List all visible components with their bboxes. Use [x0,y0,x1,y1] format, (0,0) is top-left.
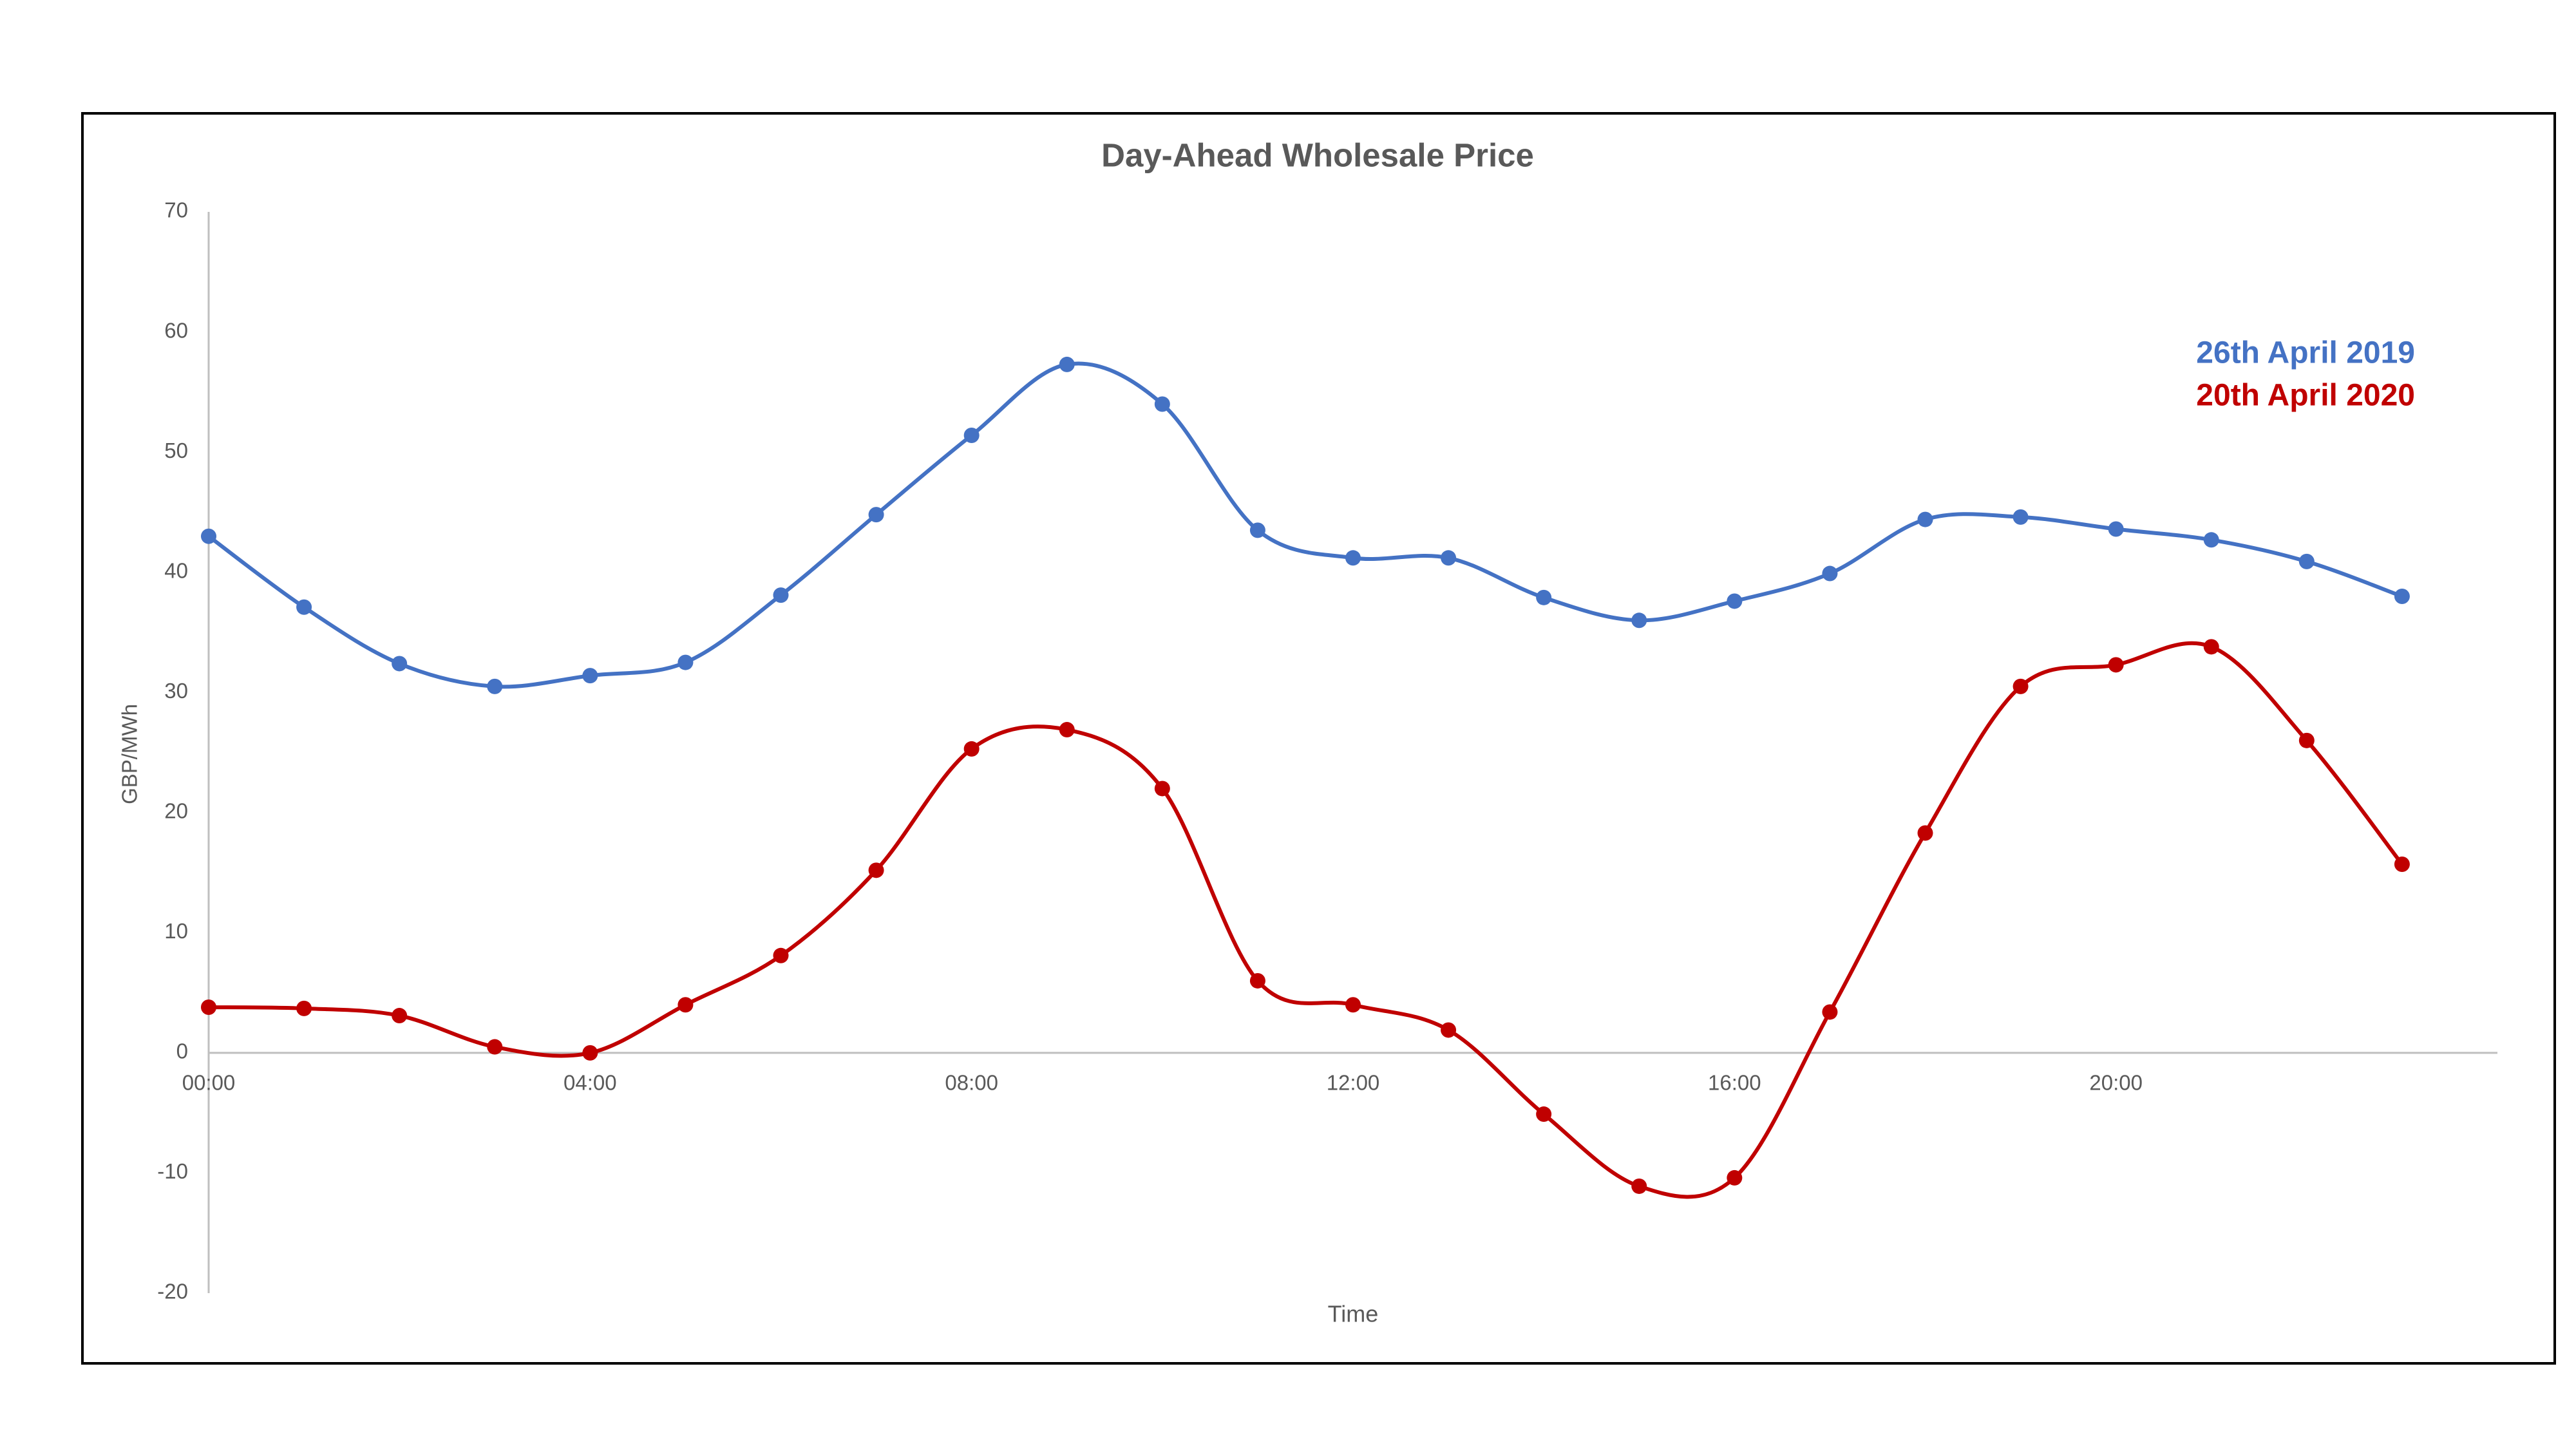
chart-frame [81,112,2556,1365]
data-point [1536,1106,1552,1122]
data-point [963,741,980,757]
data-point [2203,639,2219,655]
data-point [582,668,598,684]
x-tick-label: 04:00 [564,1071,617,1095]
data-point [1059,356,1075,372]
data-point [2012,509,2029,525]
data-point [487,678,503,694]
y-tick-label: 50 [164,439,188,462]
data-point [677,654,694,670]
x-tick-label: 16:00 [1708,1071,1761,1095]
chart-title: Day-Ahead Wholesale Price [1101,137,1534,173]
data-point [1249,522,1265,538]
data-point [1249,972,1265,989]
y-tick-label: 70 [164,198,188,222]
x-tick-label: 12:00 [1327,1071,1380,1095]
y-tick-label: -10 [157,1159,188,1183]
y-tick-label: 40 [164,558,188,582]
y-tick-label: -20 [157,1280,188,1303]
data-point [1727,1170,1743,1186]
y-tick-label: 0 [176,1039,188,1063]
data-point [1727,593,1743,609]
data-point [2298,732,2315,748]
data-point [296,599,312,615]
data-point [1631,1178,1647,1194]
data-point [2298,553,2315,569]
data-point [773,947,789,963]
data-point [1345,550,1361,566]
data-point [2012,678,2029,694]
data-point [201,528,216,544]
data-point [1631,612,1647,629]
data-point [392,656,408,672]
data-point [1917,511,1933,527]
data-point [963,427,980,443]
data-point [2394,856,2410,872]
data-point [392,1008,408,1024]
data-point [868,862,884,878]
data-point [677,997,694,1013]
y-tick-label: 60 [164,318,188,342]
data-point [1822,1004,1838,1020]
data-point [1441,550,1457,566]
data-point [868,507,884,523]
data-point [1536,589,1552,605]
data-point [201,999,216,1015]
data-point [1917,825,1933,841]
data-point [487,1039,503,1055]
data-point [1345,997,1361,1013]
data-point [2108,657,2124,673]
data-point [2394,588,2410,604]
data-point [773,587,789,603]
y-axis-title: GBP/MWh [118,704,142,804]
legend-entry: 26th April 2019 [2196,336,2415,370]
data-point [2108,521,2124,537]
y-tick-label: 20 [164,799,188,822]
data-point [1059,722,1075,738]
data-point [1822,565,1838,582]
data-point [296,1000,312,1016]
x-axis-title: Time [1328,1301,1379,1327]
x-tick-label: 08:00 [945,1071,998,1095]
legend-entry: 20th April 2020 [2196,379,2415,413]
data-point [582,1045,598,1061]
data-point [1441,1022,1457,1038]
data-point [1154,396,1170,412]
data-point [1154,781,1170,797]
y-tick-label: 10 [164,919,188,943]
x-tick-label: 20:00 [2089,1071,2143,1095]
data-point [2203,532,2219,548]
y-tick-label: 30 [164,679,188,703]
x-tick-label: 00:00 [182,1071,236,1095]
